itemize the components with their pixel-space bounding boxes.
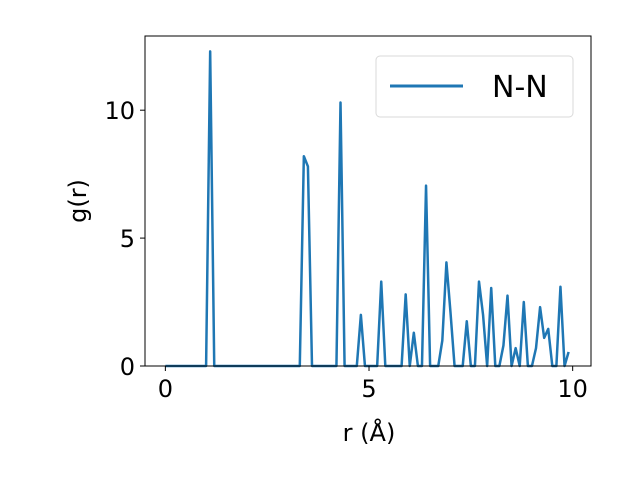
axes-frame: [144, 35, 592, 367]
y-tick-label: 10: [104, 97, 135, 125]
x-tick-label: 10: [557, 375, 588, 403]
legend-box: [375, 55, 574, 118]
y-axis-label: g(r): [64, 179, 92, 223]
y-tick-label: 5: [120, 225, 135, 253]
x-axis-label: r (Å): [343, 418, 396, 447]
legend-label: N-N: [492, 70, 548, 105]
y-tick-label: 0: [120, 353, 135, 381]
axes: 0 5 10 0 5 10: [104, 35, 592, 403]
legend: N-N: [375, 55, 574, 118]
x-tick-label: 5: [361, 375, 376, 403]
x-tick-label: 0: [158, 375, 173, 403]
